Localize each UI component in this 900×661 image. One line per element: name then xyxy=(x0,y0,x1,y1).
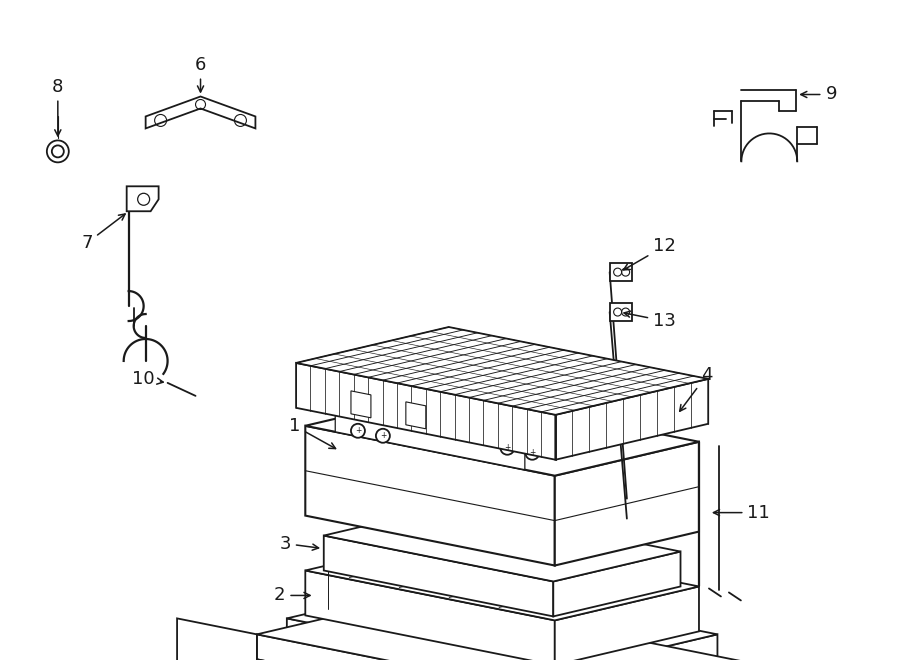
Text: 3: 3 xyxy=(279,535,319,553)
Polygon shape xyxy=(287,619,556,661)
Polygon shape xyxy=(324,535,554,617)
Circle shape xyxy=(526,446,539,460)
Polygon shape xyxy=(554,586,699,661)
Circle shape xyxy=(376,429,390,443)
Text: 13: 13 xyxy=(624,311,676,330)
Polygon shape xyxy=(305,537,699,621)
Polygon shape xyxy=(256,635,586,661)
Text: +: + xyxy=(504,444,510,452)
Text: +: + xyxy=(355,426,361,436)
Polygon shape xyxy=(555,379,708,460)
Circle shape xyxy=(351,424,364,438)
Text: 11: 11 xyxy=(714,504,770,522)
Text: 10: 10 xyxy=(132,370,163,388)
Polygon shape xyxy=(305,426,554,566)
Polygon shape xyxy=(127,186,158,212)
Text: 5: 5 xyxy=(0,660,1,661)
Polygon shape xyxy=(305,392,699,476)
Circle shape xyxy=(52,145,64,157)
Text: 8: 8 xyxy=(52,77,64,136)
Text: +: + xyxy=(380,431,386,440)
Polygon shape xyxy=(287,580,717,661)
Polygon shape xyxy=(609,263,632,281)
Polygon shape xyxy=(335,380,669,451)
Text: 9: 9 xyxy=(801,85,837,104)
Polygon shape xyxy=(296,327,708,415)
Polygon shape xyxy=(554,442,699,566)
Polygon shape xyxy=(305,570,554,661)
Polygon shape xyxy=(406,402,426,429)
Text: 6: 6 xyxy=(194,56,206,92)
Text: 7: 7 xyxy=(81,214,125,253)
Polygon shape xyxy=(296,363,555,460)
Circle shape xyxy=(47,140,68,163)
Polygon shape xyxy=(556,635,717,661)
Polygon shape xyxy=(256,596,747,661)
Polygon shape xyxy=(324,506,680,582)
Circle shape xyxy=(500,441,515,455)
Polygon shape xyxy=(335,414,525,470)
Polygon shape xyxy=(146,97,256,128)
Text: 4: 4 xyxy=(680,366,713,411)
Text: 12: 12 xyxy=(624,237,676,270)
Polygon shape xyxy=(351,391,371,418)
Text: 1: 1 xyxy=(289,417,336,449)
Text: +: + xyxy=(529,448,535,457)
Polygon shape xyxy=(554,551,680,617)
Polygon shape xyxy=(177,619,586,661)
Polygon shape xyxy=(609,303,632,321)
Text: 2: 2 xyxy=(274,586,310,604)
